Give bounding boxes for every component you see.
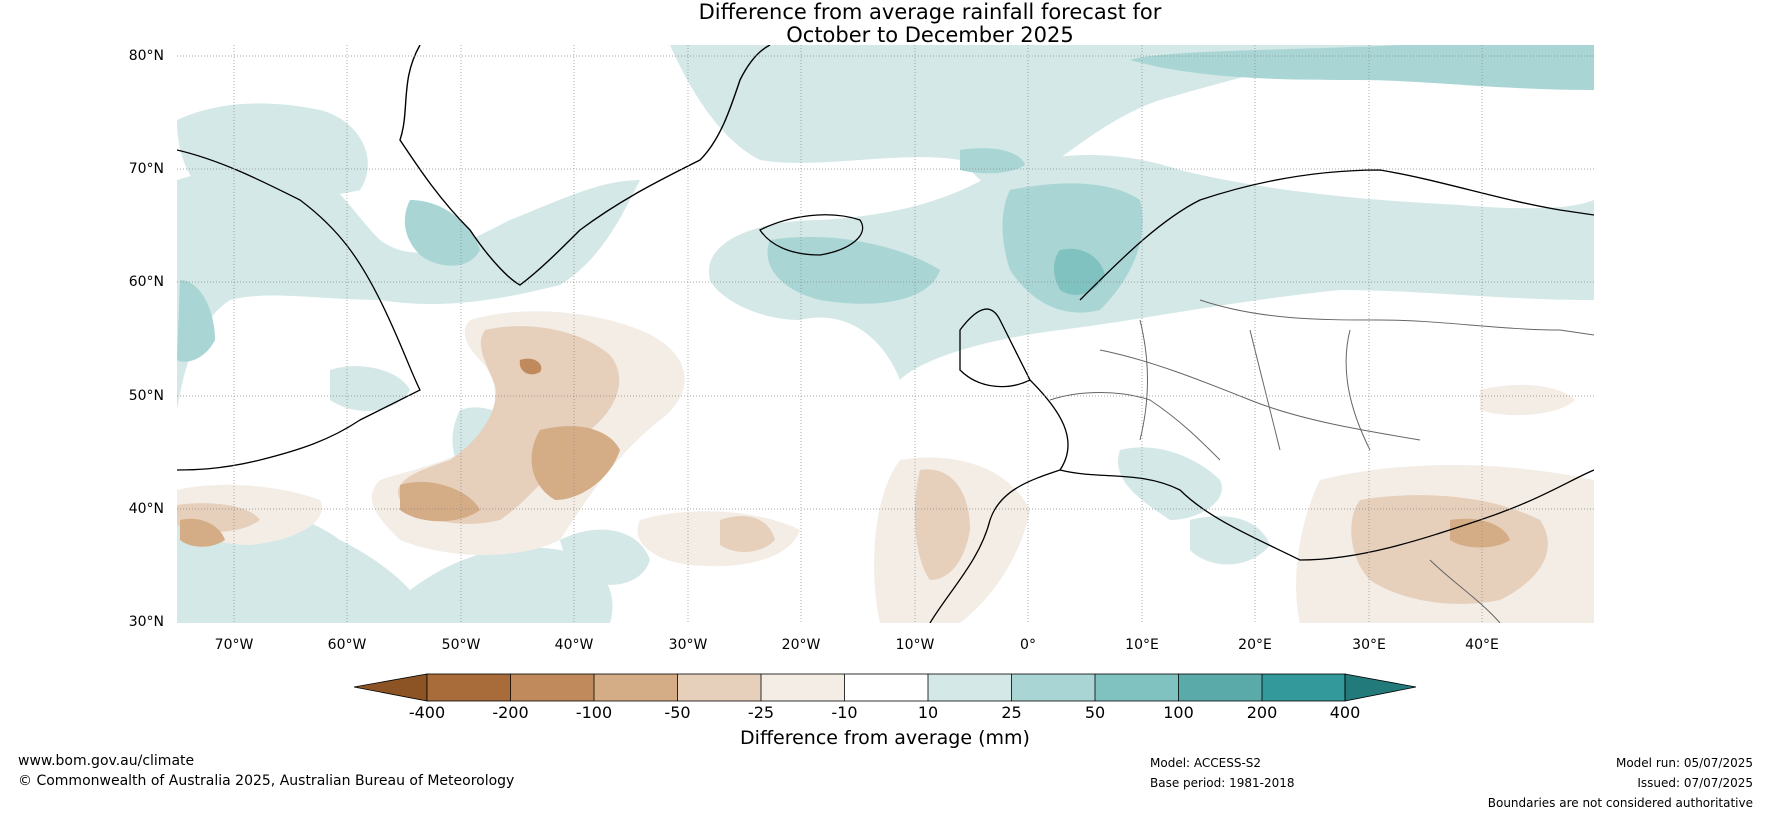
colorbar-tick-label: 50 <box>1084 703 1106 722</box>
longitude-label: 30°E <box>1352 637 1386 653</box>
colorbar-dividers <box>510 674 1263 701</box>
longitude-label: 30°W <box>668 637 708 653</box>
colorbar-segment <box>1095 674 1179 701</box>
copyright-text: © Commonwealth of Australia 2025, Austra… <box>18 773 515 789</box>
latitude-label: 70°N <box>128 161 164 177</box>
latitude-label: 80°N <box>128 48 164 64</box>
colorbar-tick-label: -100 <box>575 703 613 722</box>
issued-text: Issued: 07/07/2025 <box>1637 776 1753 790</box>
colorbar-segment <box>761 674 845 701</box>
colorbar-segment <box>1178 674 1262 701</box>
colorbar-segment <box>844 674 928 701</box>
colorbar-segment <box>928 674 1012 701</box>
colorbar-segment <box>594 674 678 701</box>
model-run-text: Model run: 05/07/2025 <box>1615 756 1753 770</box>
colorbar-tick-label: -200 <box>492 703 529 722</box>
website-link[interactable]: www.bom.gov.au/climate <box>18 753 195 769</box>
colorbar-upper-extension <box>1344 673 1417 702</box>
colorbar-tick-label: -400 <box>408 703 446 722</box>
longitude-label: 40°W <box>554 637 594 653</box>
colorbar-segment <box>1262 674 1345 701</box>
colorbar-lower-extension <box>353 673 428 702</box>
longitude-label: 70°W <box>214 637 254 653</box>
longitude-label: 60°W <box>327 637 367 653</box>
map-gridlines <box>177 45 1594 623</box>
latitude-label: 60°N <box>128 274 164 290</box>
longitude-label: 40°E <box>1465 637 1499 653</box>
colorbar-tick-label: 10 <box>917 703 939 722</box>
latitude-label: 50°N <box>128 388 164 404</box>
colorbar-tick-label: -10 <box>831 703 858 722</box>
longitude-label: 10°E <box>1125 637 1159 653</box>
latitude-label: 30°N <box>128 614 164 630</box>
base-period-text: Base period: 1981-2018 <box>1150 776 1295 790</box>
colorbar-tick-label: -50 <box>664 703 691 722</box>
longitude-label: 20°W <box>781 637 821 653</box>
colorbar-segment <box>510 674 594 701</box>
colorbar-tick-label: 100 <box>1163 703 1194 722</box>
rainfall-anomaly-layer <box>177 45 1594 623</box>
map-title-line-2: October to December 2025 <box>786 23 1074 47</box>
colorbar-tick-label: 25 <box>1001 703 1022 722</box>
colorbar-title: Difference from average (mm) <box>740 727 1030 749</box>
colorbar-tick-label: 200 <box>1246 703 1278 722</box>
colorbar-outline <box>426 673 1346 702</box>
disclaimer-text: Boundaries are not considered authoritat… <box>1487 796 1753 810</box>
longitude-label: 10°W <box>895 637 935 653</box>
colorbar-tick-label: 400 <box>1329 703 1361 722</box>
colorbar-tick-label: -25 <box>747 703 775 722</box>
colorbar-segment <box>677 674 761 701</box>
colorbar-segment <box>1011 674 1095 701</box>
colorbar-segment <box>427 674 511 701</box>
longitude-label: 50°W <box>441 637 481 653</box>
longitude-label: 20°E <box>1238 637 1272 653</box>
latitude-label: 40°N <box>128 501 164 517</box>
longitude-label: 0° <box>1020 637 1036 653</box>
model-text: Model: ACCESS-S2 <box>1150 756 1262 770</box>
map-title-line-1: Difference from average rainfall forecas… <box>698 0 1162 24</box>
